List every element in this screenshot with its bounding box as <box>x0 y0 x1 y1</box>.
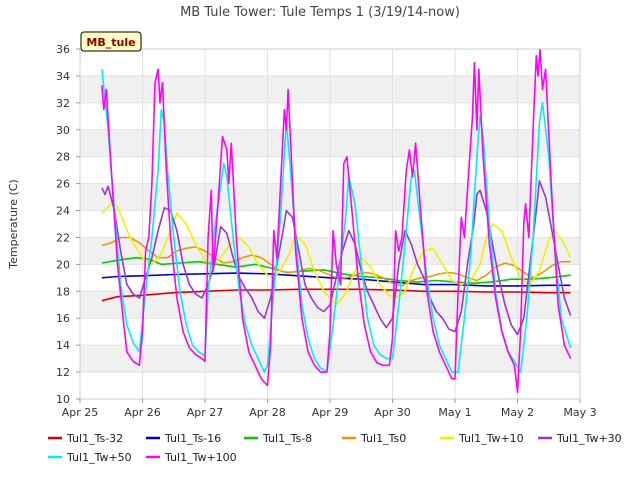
legend-label: Tul1_Tw+30 <box>556 432 622 445</box>
legend-item: Tul1_Ts0 <box>342 432 406 445</box>
legend-label: Tul1_Ts0 <box>360 432 406 445</box>
legend-label: Tul1_Tw+10 <box>458 432 524 445</box>
y-tick-label: 12 <box>56 366 70 379</box>
y-tick-label: 16 <box>56 312 70 325</box>
x-tick-label: May 3 <box>563 406 596 419</box>
legend-label: Tul1_Ts-8 <box>262 432 312 445</box>
series-line-tul1-tw-30 <box>101 180 572 336</box>
x-tick-label: May 1 <box>438 406 471 419</box>
legend-item: Tul1_Ts-32 <box>48 432 123 445</box>
legend-label: Tul1_Tw+100 <box>164 451 237 464</box>
x-tick-label: Apr 29 <box>312 406 349 419</box>
series-line-tul1-tw-50 <box>101 69 572 373</box>
x-tick-label: Apr 28 <box>249 406 286 419</box>
y-tick-label: 14 <box>56 339 70 352</box>
station-badge: MB_tule <box>80 31 142 52</box>
x-tick-label: May 2 <box>501 406 534 419</box>
series-line-tul1-ts-8 <box>101 256 571 284</box>
y-tick-label: 22 <box>56 231 70 244</box>
legend-label: Tul1_Tw+50 <box>66 451 132 464</box>
legend-item: Tul1_Tw+10 <box>440 432 524 445</box>
legend: Tul1_Ts-32 Tul1_Ts-16 Tul1_Ts-8 Tul1_Ts0 Tul… <box>48 432 622 464</box>
y-axis-ticks: 10 12 14 16 18 20 22 24 26 28 30 32 34 36 <box>56 43 80 406</box>
y-tick-label: 30 <box>56 124 70 137</box>
y-tick-label: 34 <box>56 70 70 83</box>
y-tick-label: 28 <box>56 151 70 164</box>
y-tick-label: 32 <box>56 97 70 110</box>
station-badge-label: MB_tule <box>86 36 135 49</box>
x-tick-label: Apr 30 <box>374 406 411 419</box>
x-tick-label: Apr 26 <box>124 406 161 419</box>
y-tick-label: 18 <box>56 285 70 298</box>
series-line-tul1-ts-32 <box>101 288 571 302</box>
y-tick-label: 24 <box>56 205 70 218</box>
legend-item: Tul1_Tw+50 <box>48 451 132 464</box>
x-axis-ticks: Apr 25 Apr 26 Apr 27 Apr 28 Apr 29 Apr 30 May … <box>62 399 597 419</box>
legend-label: Tul1_Ts-16 <box>164 432 221 445</box>
legend-label: Tul1_Ts-32 <box>66 432 123 445</box>
x-tick-label: Apr 27 <box>187 406 224 419</box>
y-tick-label: 36 <box>56 43 70 56</box>
chart-title: MB Tule Tower: Tule Temps 1 (3/19/14-now… <box>180 5 460 20</box>
legend-item: Tul1_Tw+30 <box>538 432 622 445</box>
y-tick-label: 26 <box>56 178 70 191</box>
y-tick-label: 10 <box>56 393 70 406</box>
series-line-tul1-tw-100 <box>101 48 572 394</box>
legend-item: Tul1_Ts-8 <box>244 432 312 445</box>
x-tick-label: Apr 25 <box>62 406 99 419</box>
y-axis-label: Temperature (C) <box>7 179 20 269</box>
series-line-tul1-ts-16 <box>101 272 571 287</box>
series-line-tul1-tw-10 <box>101 203 572 306</box>
series-layer <box>101 48 572 394</box>
legend-item: Tul1_Tw+100 <box>146 451 237 464</box>
y-tick-label: 20 <box>56 258 70 271</box>
legend-item: Tul1_Ts-16 <box>146 432 221 445</box>
